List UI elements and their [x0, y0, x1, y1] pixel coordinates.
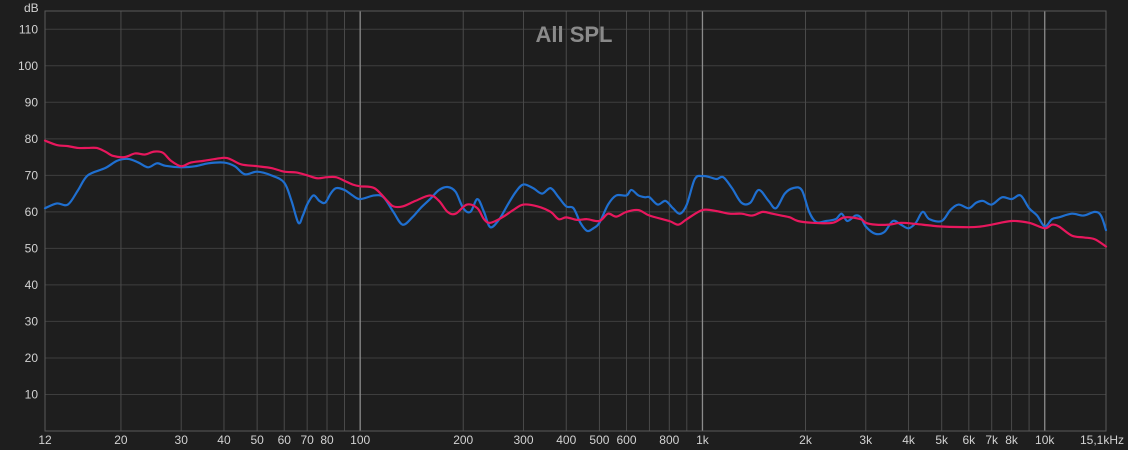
x-tick-label: 50	[250, 433, 264, 447]
x-tick-label: 400	[556, 433, 576, 447]
chart-title: All SPL	[535, 22, 612, 47]
x-tick-label: 20	[114, 433, 128, 447]
x-tick-label: 200	[453, 433, 473, 447]
series-line-2	[43, 139, 1108, 248]
x-tick-label: 80	[320, 433, 334, 447]
x-tick-label: 2k	[799, 433, 813, 447]
x-tick-label: 15,1kHz	[1080, 433, 1124, 447]
x-tick-label: 40	[217, 433, 231, 447]
minor-gridlines	[45, 11, 1106, 431]
x-tick-label: 100	[350, 433, 370, 447]
x-tick-label: 7k	[985, 433, 999, 447]
y-tick-label: 20	[25, 351, 39, 365]
x-tick-label: 10k	[1035, 433, 1055, 447]
x-tick-label: 4k	[902, 433, 916, 447]
x-tick-label: 600	[617, 433, 637, 447]
y-tick-labels: 10 20 30 40 50 60 70 80 90 100 110	[18, 22, 38, 401]
x-tick-label: 500	[589, 433, 609, 447]
x-tick-label: 300	[513, 433, 533, 447]
y-tick-label: 90	[25, 95, 39, 109]
series-line-1	[43, 157, 1108, 236]
y-tick-label: 40	[25, 278, 39, 292]
x-tick-label: 3k	[859, 433, 873, 447]
y-tick-label: 70	[25, 168, 39, 182]
y-tick-label: 30	[25, 314, 39, 328]
y-tick-label: 50	[25, 241, 39, 255]
x-tick-label: 60	[278, 433, 292, 447]
series-layer	[43, 139, 1108, 248]
x-tick-labels: 12 20 30 40 50 60 70 80 100 200 300 400 500 600 800 1k 2…	[38, 433, 1124, 447]
x-tick-label: 30	[175, 433, 189, 447]
y-tick-label: 10	[25, 387, 39, 401]
x-tick-label: 12	[38, 433, 52, 447]
x-tick-label: 5k	[935, 433, 949, 447]
x-tick-label: 8k	[1005, 433, 1019, 447]
x-tick-label: 800	[659, 433, 679, 447]
y-tick-label: 80	[25, 132, 39, 146]
y-unit-label: dB	[24, 1, 39, 15]
x-tick-label: 6k	[962, 433, 976, 447]
x-tick-label: 70	[300, 433, 314, 447]
y-tick-label: 100	[18, 59, 38, 73]
y-tick-label: 110	[19, 22, 38, 36]
y-tick-label: 60	[25, 205, 39, 219]
major-gridlines	[44, 10, 1107, 432]
plot-frame	[44, 10, 1107, 432]
x-tick-label: 1k	[696, 433, 710, 447]
